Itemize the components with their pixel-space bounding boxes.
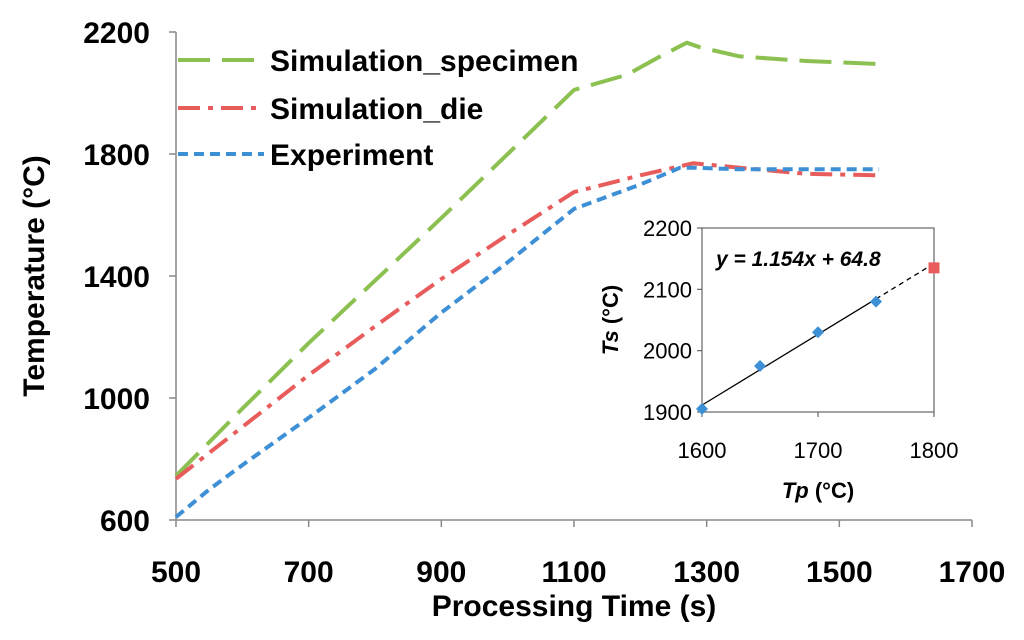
legend-label-simulation-specimen: Simulation_specimen xyxy=(270,45,578,78)
inset-x-tick-label: 1800 xyxy=(910,438,959,463)
legend-label-simulation-die: Simulation_die xyxy=(270,93,483,126)
y-tick-label: 1000 xyxy=(83,383,150,416)
main-series-group xyxy=(174,40,880,519)
inset-y-axis-title-main: Ts xyxy=(598,330,623,355)
inset-fit-line xyxy=(701,298,877,406)
x-tick-label: 1100 xyxy=(541,556,606,589)
inset-data-point xyxy=(870,295,882,308)
inset-y-tick-label: 2200 xyxy=(643,216,692,241)
legend-label-experiment: Experiment xyxy=(270,139,433,172)
y-tick-label: 2200 xyxy=(83,17,150,50)
inset-predicted-point xyxy=(928,262,940,274)
inset-background xyxy=(598,210,978,510)
inset-fit-extension xyxy=(875,263,935,300)
x-tick-label: 900 xyxy=(416,556,466,589)
series-line-simulation-specimen xyxy=(174,40,880,478)
inset-x-axis-title: Tp (°C) xyxy=(782,478,854,503)
x-tick-label: 500 xyxy=(151,556,201,589)
inset-y-tick-label: 1900 xyxy=(643,400,692,425)
inset-y-tick-label: 2100 xyxy=(643,277,692,302)
x-tick-label: 1300 xyxy=(673,556,740,589)
inset-data-point xyxy=(812,326,824,339)
y-axis-title: Temperature (°C) xyxy=(18,155,51,396)
main-axes: 500 700 900 1100 1300 1500 1700 600 1000 1400 1800… xyxy=(18,17,1005,623)
inset-x-tick-label: 1700 xyxy=(794,438,843,463)
inset-y-tick-label: 2000 xyxy=(643,339,692,364)
x-tick-label: 700 xyxy=(284,556,334,589)
inset-data-point xyxy=(696,402,708,415)
x-tick-label: 1700 xyxy=(939,556,1006,589)
inset-y-axis-title: Ts (°C) xyxy=(598,285,623,355)
inset-y-axis-title-unit: (°C) xyxy=(598,285,623,330)
y-tick-label: 600 xyxy=(100,505,150,538)
inset-x-axis-title-unit: (°C) xyxy=(809,478,854,503)
x-axis-title: Processing Time (s) xyxy=(432,590,717,623)
series-line-experiment xyxy=(174,165,880,519)
inset-x-tick-label: 1600 xyxy=(678,438,727,463)
inset-x-axis-title-main: Tp xyxy=(782,478,809,503)
x-tick-label: 1500 xyxy=(806,556,873,589)
series-line-simulation-die xyxy=(174,161,880,481)
main-legend: Simulation_specimen Simulation_die Experim… xyxy=(178,45,578,172)
inset-equation-label: y = 1.154x + 64.8 xyxy=(715,248,881,271)
inset-data-point xyxy=(754,360,766,372)
y-tick-label: 1400 xyxy=(83,261,150,294)
y-tick-label: 1800 xyxy=(83,139,150,172)
